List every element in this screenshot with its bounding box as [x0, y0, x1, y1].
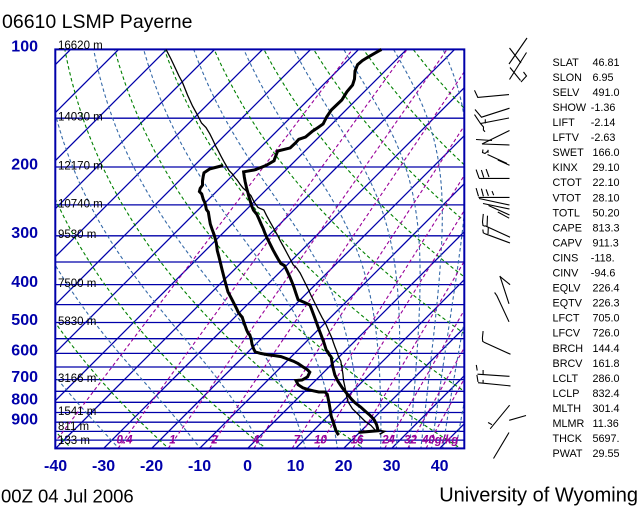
svg-text:226.3: 226.3 — [593, 298, 620, 310]
svg-text:800: 800 — [11, 392, 38, 409]
svg-text:TOTL: TOTL — [553, 207, 580, 219]
svg-text:12170 m: 12170 m — [58, 160, 103, 172]
svg-text:SLAT: SLAT — [553, 57, 580, 69]
svg-text:1: 1 — [169, 435, 175, 447]
svg-text:-2.63: -2.63 — [591, 132, 616, 144]
svg-text:3166 m: 3166 m — [58, 373, 96, 385]
svg-text:832.4: 832.4 — [593, 388, 620, 400]
svg-text:20: 20 — [335, 458, 353, 475]
svg-text:301.4: 301.4 — [593, 403, 620, 415]
svg-text:SHOW: SHOW — [553, 102, 587, 114]
svg-text:133 m: 133 m — [58, 435, 90, 447]
svg-text:100: 100 — [11, 39, 38, 56]
svg-text:10: 10 — [314, 435, 327, 447]
svg-text:32: 32 — [404, 435, 417, 447]
svg-text:300: 300 — [11, 225, 38, 242]
svg-text:CAPE: CAPE — [553, 222, 582, 234]
svg-text:7500 m: 7500 m — [58, 278, 96, 290]
svg-text:726.0: 726.0 — [593, 328, 620, 340]
svg-text:MLTH: MLTH — [553, 403, 582, 415]
svg-text:EQTV: EQTV — [553, 298, 583, 310]
svg-text:0.4: 0.4 — [117, 435, 134, 447]
svg-text:400: 400 — [11, 274, 38, 291]
svg-text:28.10: 28.10 — [593, 192, 620, 204]
svg-text:813.3: 813.3 — [593, 222, 620, 234]
svg-text:00Z 04 Jul 2006: 00Z 04 Jul 2006 — [1, 486, 134, 507]
svg-text:University of Wyoming: University of Wyoming — [439, 485, 638, 507]
svg-text:5697.: 5697. — [593, 433, 620, 445]
svg-text:SWET: SWET — [553, 147, 585, 159]
svg-text:MLMR: MLMR — [553, 418, 585, 430]
svg-text:911.3: 911.3 — [593, 237, 619, 249]
svg-text:500: 500 — [11, 312, 38, 329]
svg-text:4: 4 — [252, 435, 260, 447]
svg-text:40g/kg: 40g/kg — [421, 435, 458, 447]
svg-text:SLON: SLON — [553, 72, 582, 84]
svg-text:40: 40 — [431, 458, 449, 475]
svg-text:1541 m: 1541 m — [58, 406, 96, 418]
svg-text:06610 LSMP Payerne: 06610 LSMP Payerne — [2, 11, 192, 33]
svg-text:CINV: CINV — [553, 268, 580, 280]
svg-text:-1.36: -1.36 — [591, 102, 616, 114]
svg-text:LCLP: LCLP — [553, 388, 580, 400]
svg-text:900: 900 — [11, 412, 38, 429]
svg-text:600: 600 — [11, 343, 38, 360]
svg-text:24: 24 — [381, 435, 395, 447]
svg-text:THCK: THCK — [553, 433, 583, 445]
svg-text:491.0: 491.0 — [593, 87, 620, 99]
svg-text:CAPV: CAPV — [553, 237, 583, 249]
svg-text:CINS: CINS — [553, 252, 579, 264]
svg-text:144.4: 144.4 — [593, 343, 620, 355]
svg-text:-94.6: -94.6 — [591, 268, 616, 280]
svg-text:SELV: SELV — [553, 87, 581, 99]
svg-text:16620 m: 16620 m — [58, 40, 103, 52]
svg-text:-40: -40 — [44, 458, 67, 475]
svg-text:29.10: 29.10 — [593, 162, 620, 174]
svg-text:5830 m: 5830 m — [58, 316, 96, 328]
svg-text:29.55: 29.55 — [593, 448, 620, 460]
svg-text:811 m: 811 m — [58, 421, 89, 433]
svg-text:-20: -20 — [140, 458, 163, 475]
svg-text:286.0: 286.0 — [593, 373, 620, 385]
svg-text:LFCV: LFCV — [553, 328, 581, 340]
svg-text:PWAT: PWAT — [553, 448, 583, 460]
svg-text:9530 m: 9530 m — [58, 229, 96, 241]
svg-text:2: 2 — [210, 435, 218, 447]
svg-text:16: 16 — [351, 435, 364, 447]
svg-text:700: 700 — [11, 369, 38, 386]
svg-text:161.8: 161.8 — [593, 358, 620, 370]
svg-text:LIFT: LIFT — [553, 117, 576, 129]
svg-text:LFTV: LFTV — [553, 132, 580, 144]
svg-text:30: 30 — [383, 458, 401, 475]
svg-text:46.81: 46.81 — [593, 57, 620, 69]
svg-text:10740 m: 10740 m — [58, 198, 103, 210]
svg-text:BRCV: BRCV — [553, 358, 584, 370]
svg-text:CTOT: CTOT — [553, 177, 583, 189]
svg-text:226.4: 226.4 — [593, 283, 620, 295]
svg-text:VTOT: VTOT — [553, 192, 582, 204]
svg-text:166.0: 166.0 — [593, 147, 620, 159]
svg-text:14030 m: 14030 m — [58, 112, 103, 124]
svg-text:-30: -30 — [92, 458, 115, 475]
svg-text:6.95: 6.95 — [593, 72, 614, 84]
svg-text:-118.: -118. — [591, 252, 615, 264]
svg-text:22.10: 22.10 — [593, 177, 620, 189]
svg-text:LCLT: LCLT — [553, 373, 579, 385]
svg-text:50.20: 50.20 — [593, 207, 620, 219]
svg-text:705.0: 705.0 — [593, 313, 620, 325]
svg-text:LFCT: LFCT — [553, 313, 580, 325]
svg-text:0: 0 — [243, 458, 252, 475]
svg-text:-10: -10 — [188, 458, 211, 475]
svg-text:-2.14: -2.14 — [591, 117, 616, 129]
svg-text:10: 10 — [287, 458, 305, 475]
svg-text:BRCH: BRCH — [553, 343, 584, 355]
svg-text:200: 200 — [11, 156, 38, 173]
svg-text:KINX: KINX — [553, 162, 578, 174]
svg-text:11.36: 11.36 — [593, 418, 619, 430]
svg-text:EQLV: EQLV — [553, 283, 582, 295]
svg-text:7: 7 — [294, 435, 301, 447]
